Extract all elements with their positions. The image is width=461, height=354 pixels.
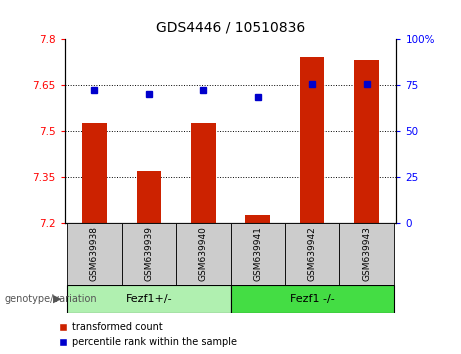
Text: GSM639940: GSM639940 xyxy=(199,227,208,281)
Bar xyxy=(67,285,230,313)
Bar xyxy=(230,223,285,285)
Text: GSM639941: GSM639941 xyxy=(253,227,262,281)
Bar xyxy=(355,61,379,223)
Bar xyxy=(122,223,176,285)
Bar xyxy=(67,223,122,285)
Legend: transformed count, percentile rank within the sample: transformed count, percentile rank withi… xyxy=(55,319,241,351)
Bar xyxy=(245,215,270,223)
Text: GSM639938: GSM639938 xyxy=(90,227,99,281)
Bar xyxy=(285,223,339,285)
Text: ▶: ▶ xyxy=(53,294,62,304)
Bar xyxy=(82,123,106,223)
Bar xyxy=(230,285,394,313)
Text: genotype/variation: genotype/variation xyxy=(5,294,97,304)
Bar xyxy=(300,57,325,223)
Bar xyxy=(136,171,161,223)
Bar xyxy=(191,123,216,223)
Text: GSM639939: GSM639939 xyxy=(144,227,154,281)
Text: Fezf1 -/-: Fezf1 -/- xyxy=(290,294,335,304)
Text: GSM639942: GSM639942 xyxy=(307,227,317,281)
Bar xyxy=(339,223,394,285)
Title: GDS4446 / 10510836: GDS4446 / 10510836 xyxy=(156,21,305,35)
Text: GSM639943: GSM639943 xyxy=(362,227,371,281)
Text: Fezf1+/-: Fezf1+/- xyxy=(125,294,172,304)
Bar xyxy=(176,223,230,285)
